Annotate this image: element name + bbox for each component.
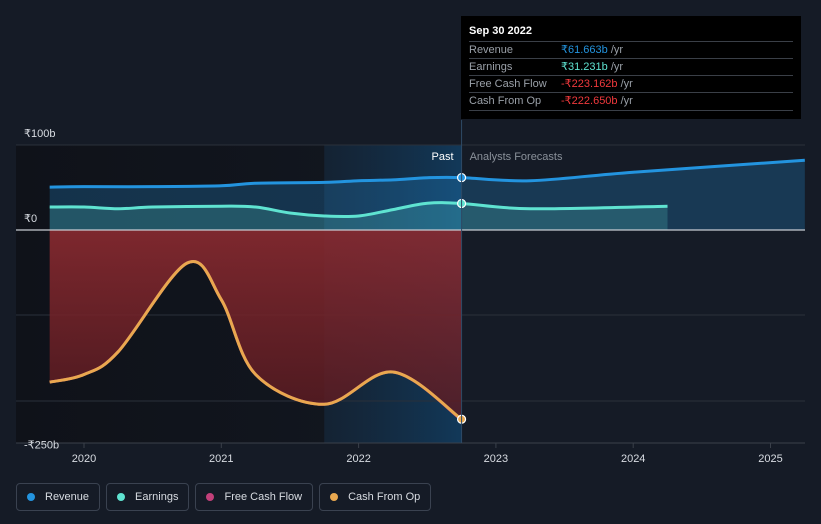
tooltip-row-revenue: Revenue ₹61.663b /yr — [469, 41, 793, 59]
x-tick-label: 2023 — [484, 453, 508, 465]
revenue-dot-icon — [27, 493, 35, 501]
tooltip-row-fcf: Free Cash Flow -₹223.162b /yr — [469, 75, 793, 93]
label: Earnings — [135, 491, 179, 503]
earnings-dot-icon — [117, 493, 126, 501]
area-revenue — [49, 160, 805, 230]
line-cash-from-op — [49, 260, 463, 421]
x-tick-label: 2024 — [621, 453, 645, 465]
tooltip-date: Sep 30 2022 — [469, 25, 532, 37]
value: -₹222.650b — [561, 95, 618, 107]
line-revenue — [49, 158, 805, 189]
label: Revenue — [45, 491, 90, 503]
label: Cash From Op — [469, 95, 542, 107]
label: Revenue — [469, 44, 514, 56]
x-tick-label: 2021 — [209, 453, 233, 465]
legend-earnings[interactable]: Earnings — [106, 483, 190, 511]
past-label: Past — [432, 151, 454, 163]
tooltip-row-cfo: Cash From Op -₹222.650b /yr — [469, 92, 793, 111]
chart: Past Analysts Forecasts ₹100b ₹0 -₹250b 2020 2… — [16, 120, 805, 465]
forecast-label: Analysts Forecasts — [470, 151, 563, 163]
x-tick-label: 2025 — [758, 453, 782, 465]
legend-cash-from-op[interactable]: Cash From Op — [319, 483, 432, 511]
y-tick-label: -₹250b — [24, 440, 59, 452]
legend-revenue[interactable]: Revenue — [16, 483, 101, 511]
value: ₹61.663b — [561, 44, 608, 56]
cfo-dot-icon — [330, 493, 339, 501]
area-free-cash-flow — [49, 230, 462, 420]
x-tick-label: 2022 — [346, 453, 370, 465]
unit: /yr — [617, 78, 633, 90]
y-tick-label: ₹100b — [24, 128, 55, 140]
label: Free Cash Flow — [469, 78, 547, 90]
fcf-dot-icon — [206, 493, 215, 501]
label: Free Cash Flow — [224, 491, 303, 503]
line-earnings — [49, 201, 668, 219]
legend-free-cash-flow[interactable]: Free Cash Flow — [195, 483, 314, 511]
tooltip: Sep 30 2022 Revenue ₹61.663b /yr Earnings… — [461, 16, 801, 119]
x-tick-label: 2020 — [72, 453, 96, 465]
label: Cash From Op — [348, 491, 421, 503]
value: ₹31.231b — [561, 61, 608, 73]
unit: /yr — [607, 44, 624, 56]
y-tick-label: ₹0 — [24, 213, 37, 225]
unit: /yr — [617, 95, 633, 107]
unit: /yr — [607, 61, 624, 73]
legend: Revenue Earnings Free Cash Flow Cash Fro… — [16, 483, 432, 511]
value: -₹223.162b — [561, 78, 618, 90]
tooltip-row-earnings: Earnings ₹31.231b /yr — [469, 58, 793, 76]
label: Earnings — [469, 61, 513, 73]
